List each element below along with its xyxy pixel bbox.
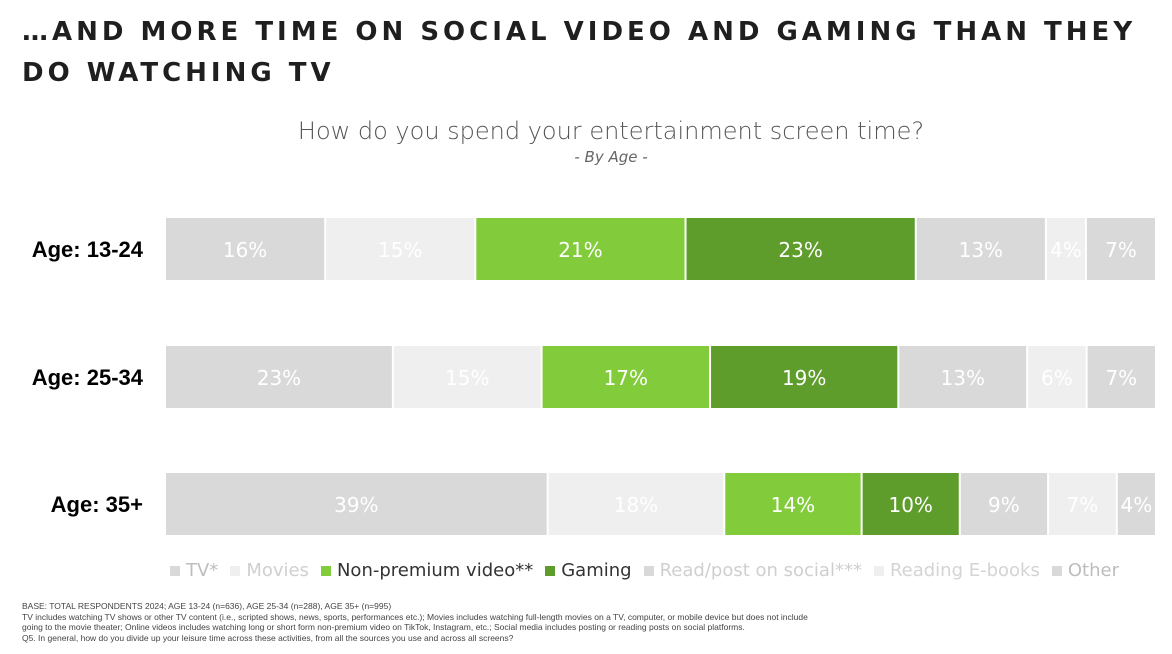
bar-segment (1049, 473, 1116, 535)
footnote-base: BASE: TOTAL RESPONDENTS 2024; AGE 13-24 … (22, 601, 392, 611)
bar-segment (326, 218, 475, 280)
bar-segment (393, 346, 541, 408)
data-label: 15% (445, 366, 489, 390)
legend-item: Reading E-books (873, 560, 1040, 581)
bar-segment (916, 218, 1045, 280)
bar-segment (1028, 346, 1086, 408)
data-label: 15% (378, 238, 422, 262)
legend-item: TV* (170, 560, 218, 581)
legend-swatch (643, 565, 654, 576)
chart-legend: TV* Movies Non-premium video** Gaming Read/p… (170, 560, 1160, 581)
data-label: 13% (941, 366, 985, 390)
legend-swatch (545, 565, 556, 576)
data-label: 13% (959, 238, 1003, 262)
data-label: 7% (1105, 366, 1137, 390)
data-label: 6% (1041, 366, 1073, 390)
bar-segment (1046, 218, 1085, 280)
bar-segment (1087, 346, 1155, 408)
data-label: 7% (1105, 238, 1137, 262)
legend-swatch (320, 565, 331, 576)
data-label: 21% (558, 238, 602, 262)
legend-item: Other (1051, 560, 1119, 581)
legend-swatch (170, 565, 180, 576)
bar-segment (711, 346, 898, 408)
legend-label: Reading E-books (889, 560, 1040, 581)
bar-segment (862, 473, 959, 535)
bar-segment (960, 473, 1048, 535)
legend-swatch (230, 565, 241, 576)
data-label: 10% (888, 493, 932, 517)
legend-label: Movies (246, 560, 309, 581)
legend-label: Non-premium video** (336, 560, 534, 581)
chart-subtitle: - By Age - (574, 148, 648, 166)
data-label: 9% (988, 493, 1020, 517)
footnote-question: Q5. In general, how do you divide up you… (22, 632, 514, 643)
data-label: 4% (1121, 493, 1153, 517)
data-label: 23% (257, 366, 301, 390)
bar-segment (686, 218, 915, 280)
bar-segment (899, 346, 1027, 408)
bar-segment (725, 473, 861, 535)
data-label: 16% (223, 238, 267, 262)
footnotes: BASE: TOTAL RESPONDENTS 2024; AGE 13-24 … (22, 601, 1152, 643)
bar-segment (548, 473, 724, 535)
bar-segment (1086, 218, 1155, 280)
category-label: Age: 13-24 (32, 237, 144, 262)
legend-swatch (873, 565, 884, 576)
data-label: 14% (771, 493, 815, 517)
data-label: 17% (604, 366, 648, 390)
data-label: 23% (778, 238, 822, 262)
stacked-bar-chart: Age: 13-24 16% 15% 21% 23% 13% 4% 7% Age: 25-34 2… (32, 218, 1155, 535)
bar-segment (166, 218, 325, 280)
data-label: 7% (1067, 493, 1099, 517)
data-label: 4% (1050, 238, 1082, 262)
footnote-definitions-1: TV includes watching TV shows or other T… (22, 611, 808, 622)
bar-segment (1117, 473, 1155, 535)
legend-label: TV* (186, 560, 219, 581)
bar-segment (542, 346, 710, 408)
bar-segment (166, 473, 547, 535)
footnote-definitions-2: going to the movie theater; Online video… (22, 622, 745, 632)
bar-segment (476, 218, 685, 280)
legend-label: Gaming (561, 560, 632, 581)
legend-item: Read/post on social*** (643, 560, 862, 581)
legend-swatch (1051, 565, 1062, 576)
legend-item: Movies (230, 560, 309, 581)
data-label: 19% (782, 366, 826, 390)
legend-item: Non-premium video** (320, 560, 534, 581)
legend-label: Other (1067, 560, 1119, 581)
data-label: 18% (614, 493, 658, 517)
chart-title: How do you spend your entertainment scre… (297, 117, 925, 145)
category-label: Age: 35+ (51, 492, 143, 517)
category-label: Age: 25-34 (32, 365, 144, 390)
headline: …AND MORE TIME ON SOCIAL VIDEO AND GAMIN… (22, 17, 1137, 88)
bar-segment (166, 346, 392, 408)
data-label: 39% (334, 493, 378, 517)
legend-label: Read/post on social*** (659, 560, 862, 581)
legend-item: Gaming (545, 560, 632, 581)
